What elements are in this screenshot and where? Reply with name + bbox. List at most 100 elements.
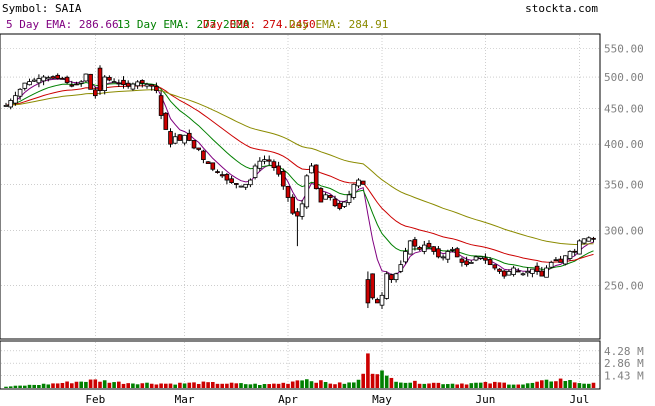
volume-bar bbox=[117, 381, 121, 388]
volume-bar bbox=[23, 385, 27, 388]
volume-bar bbox=[262, 384, 267, 388]
candle-body bbox=[252, 165, 258, 178]
volume-bar bbox=[248, 384, 253, 388]
volume-tick-label: 1.43 M bbox=[604, 370, 644, 383]
volume-bar bbox=[587, 383, 591, 388]
volume-bar bbox=[168, 383, 173, 388]
candle-body bbox=[577, 240, 582, 255]
candle-body bbox=[464, 260, 469, 266]
volume-bar bbox=[549, 381, 553, 388]
site-label: stockta.com bbox=[525, 2, 598, 15]
candle-body bbox=[492, 264, 498, 269]
volume-bar bbox=[187, 382, 192, 388]
candle-body bbox=[224, 174, 230, 181]
candle-body bbox=[266, 159, 272, 162]
month-tick-label: Jul bbox=[569, 393, 589, 406]
volume-bar bbox=[422, 383, 427, 388]
volume-bar bbox=[225, 383, 229, 388]
volume-bar bbox=[370, 373, 375, 388]
candle-body bbox=[403, 251, 408, 263]
candle-body bbox=[563, 255, 568, 265]
candle-body bbox=[445, 251, 451, 260]
candle-body bbox=[454, 248, 460, 258]
candle-body bbox=[130, 83, 136, 90]
candle-body bbox=[440, 256, 446, 259]
candle-body bbox=[450, 248, 455, 251]
volume-bar bbox=[450, 383, 455, 388]
candle-body bbox=[421, 244, 427, 252]
volume-bar bbox=[41, 383, 46, 388]
price-tick-label: 350.00 bbox=[604, 178, 644, 191]
candle-body bbox=[309, 165, 314, 174]
volume-bar bbox=[582, 383, 586, 388]
volume-bar bbox=[361, 373, 365, 388]
volume-bar bbox=[13, 385, 18, 388]
candle-body bbox=[511, 267, 516, 275]
month-tick-label: May bbox=[372, 393, 392, 406]
volume-bar bbox=[558, 378, 563, 388]
candle-body bbox=[271, 161, 277, 169]
volume-bar bbox=[300, 380, 304, 388]
volume-bar bbox=[131, 383, 135, 388]
candle-body bbox=[539, 270, 545, 277]
volume-bar bbox=[389, 377, 394, 388]
volume-bar bbox=[206, 382, 210, 388]
volume-bar bbox=[511, 384, 516, 388]
candle-body bbox=[426, 242, 432, 248]
candle-body bbox=[154, 86, 159, 91]
candle-body bbox=[3, 105, 9, 107]
candle-body bbox=[351, 183, 357, 198]
candle-body bbox=[459, 258, 465, 263]
volume-bar bbox=[483, 381, 488, 388]
candle-body bbox=[22, 82, 28, 89]
candle-body bbox=[393, 273, 399, 281]
candle-body bbox=[516, 270, 521, 273]
volume-bar bbox=[356, 379, 361, 388]
volume-bar bbox=[196, 383, 201, 388]
volume-bar bbox=[314, 382, 318, 388]
volume-bar bbox=[427, 383, 431, 388]
candle-body bbox=[356, 179, 361, 187]
volume-bar bbox=[399, 382, 403, 388]
price-panel-frame bbox=[0, 33, 601, 340]
volume-bar bbox=[276, 383, 281, 388]
volume-bar bbox=[46, 384, 51, 388]
volume-bar bbox=[234, 383, 239, 388]
candle-body bbox=[168, 131, 173, 145]
volume-bar bbox=[403, 382, 408, 388]
volume-bar bbox=[112, 382, 116, 388]
candle-body bbox=[497, 268, 502, 272]
volume-bar bbox=[446, 384, 450, 388]
candle-body bbox=[323, 194, 328, 200]
volume-bar bbox=[455, 384, 459, 388]
candle-body bbox=[186, 132, 192, 141]
volume-bar bbox=[272, 383, 276, 388]
volume-bar bbox=[201, 381, 206, 388]
volume-tick-label: 2.86 M bbox=[604, 357, 644, 370]
volume-bar bbox=[173, 384, 177, 388]
candle-body bbox=[313, 164, 319, 190]
candle-body bbox=[384, 273, 389, 299]
candle-body bbox=[191, 140, 197, 149]
candle-body bbox=[182, 134, 187, 144]
candle-body bbox=[60, 77, 65, 80]
candle-body bbox=[248, 179, 253, 186]
volume-bar bbox=[281, 382, 286, 388]
volume-bar bbox=[591, 382, 596, 388]
volume-bar bbox=[88, 379, 93, 388]
volume-bar bbox=[220, 383, 224, 388]
volume-bar bbox=[74, 381, 79, 388]
candle-body bbox=[567, 251, 573, 259]
candle-body bbox=[55, 74, 60, 79]
volume-bar bbox=[333, 384, 337, 388]
volume-bar bbox=[309, 381, 314, 388]
candle-body bbox=[534, 265, 540, 272]
volume-bar bbox=[544, 379, 549, 388]
price-tick-label: 400.00 bbox=[604, 138, 644, 151]
volume-bar bbox=[366, 353, 370, 388]
candle-body bbox=[229, 178, 234, 184]
volume-bar bbox=[229, 382, 234, 388]
volume-bar bbox=[290, 381, 295, 388]
candle-body bbox=[572, 250, 577, 253]
